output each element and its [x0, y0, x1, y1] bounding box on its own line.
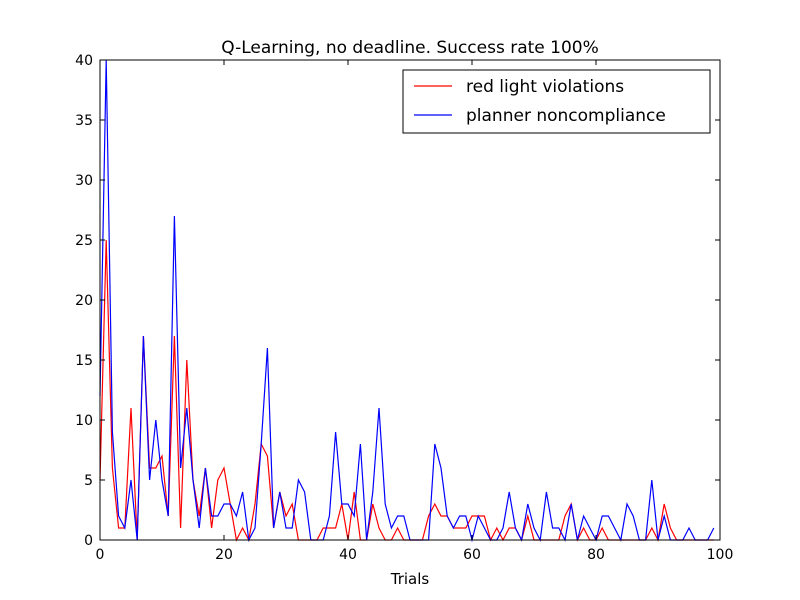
y-tick-label: 25: [75, 233, 93, 249]
x-axis-label: Trials: [390, 570, 430, 588]
x-tick-label: 60: [463, 547, 481, 563]
y-tick-label: 5: [84, 473, 93, 489]
y-tick-label: 30: [75, 173, 93, 189]
legend-label-red-light-violations: red light violations: [466, 77, 624, 97]
x-tick-label: 80: [587, 547, 605, 563]
y-tick-label: 0: [84, 533, 93, 549]
x-tick-label: 40: [339, 547, 357, 563]
y-tick-label: 15: [75, 353, 93, 369]
legend-frame: [402, 69, 711, 134]
x-tick-label: 0: [96, 547, 105, 563]
chart-title: Q-Learning, no deadline. Success rate 10…: [221, 38, 599, 58]
y-axis-ticks: 0 5 10 15 20 25 30 35 40: [75, 53, 720, 549]
legend-label-planner-noncompliance: planner noncompliance: [466, 106, 666, 126]
series-line-planner-noncompliance: [99, 59, 715, 543]
y-tick-label: 20: [75, 293, 93, 309]
y-tick-label: 10: [75, 413, 93, 429]
x-axis-ticks: 0 20 40 60 80 100: [96, 60, 734, 563]
x-tick-label: 20: [215, 547, 233, 563]
legend: red light violations planner noncomplian…: [402, 69, 711, 134]
y-tick-label: 35: [75, 113, 93, 129]
y-tick-label: 40: [75, 53, 93, 69]
x-tick-label: 100: [707, 547, 734, 563]
